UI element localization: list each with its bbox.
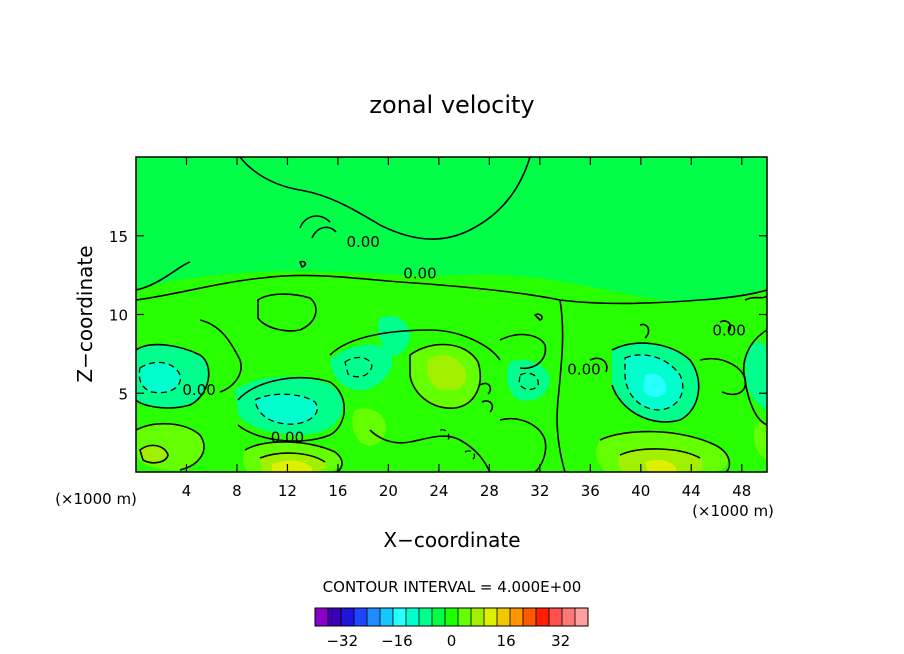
contour-fill-region <box>330 344 393 391</box>
contour-line <box>556 299 566 472</box>
contour-fill-region <box>140 445 168 463</box>
contour-line <box>479 333 547 413</box>
contour-line-negative <box>138 361 181 394</box>
colorbar-swatch <box>341 608 355 626</box>
x-tick-label: 4 <box>182 482 192 500</box>
colorbar-swatch <box>575 608 589 626</box>
colorbar-swatch <box>354 608 368 626</box>
contour-line <box>639 320 732 339</box>
contour-line <box>136 319 242 409</box>
contour-line <box>299 215 337 239</box>
contour-line-negative <box>344 356 373 378</box>
x-tick-label: 12 <box>278 482 297 500</box>
contour-label: 0.00 <box>346 233 379 251</box>
x-tick-label: 40 <box>631 482 650 500</box>
colorbar-swatch <box>380 608 394 626</box>
colorbar-swatch <box>367 608 381 626</box>
contour-fill-region <box>377 316 410 356</box>
contour-line <box>589 342 700 423</box>
contour-line-negative <box>624 354 684 411</box>
contour-line <box>237 376 345 442</box>
colorbar-swatch <box>510 608 524 626</box>
x-tick-label: 20 <box>379 482 398 500</box>
contour-label: 0.00 <box>567 361 600 379</box>
y-tick-label: 5 <box>118 385 128 403</box>
colorbar-tick-label: −32 <box>326 632 358 650</box>
colorbar-tick-label: 32 <box>551 632 570 650</box>
contour-label: 0.00 <box>271 428 304 446</box>
contour-line <box>743 295 767 426</box>
x-tick-label: 32 <box>530 482 549 500</box>
colorbar-swatch <box>445 608 459 626</box>
contour-fill-region <box>645 460 676 472</box>
contour-fill-region <box>754 422 767 460</box>
contour-label: 0.00 <box>712 321 745 339</box>
contour-line <box>329 329 501 409</box>
contour-label: 0.00 <box>182 381 215 399</box>
y-axis-label: Z−coordinate <box>73 245 97 382</box>
contour-line <box>136 422 205 471</box>
contour-line-negative <box>254 393 318 425</box>
contour-line <box>298 260 543 321</box>
x-unit-label-right: (×1000 m) <box>692 502 774 520</box>
colorbar-swatch <box>562 608 576 626</box>
colorbar-swatch <box>419 608 433 626</box>
contour-fill-region <box>272 460 312 472</box>
colorbar-swatch <box>536 608 550 626</box>
chart-title: zonal velocity <box>369 91 534 119</box>
contour-line-negative <box>439 429 476 461</box>
x-unit-label-left: (×1000 m) <box>55 490 137 508</box>
colorbar-frame <box>314 607 589 627</box>
contour-fill-region <box>427 355 467 391</box>
colorbar-swatch <box>458 608 472 626</box>
colorbar-swatch <box>549 608 563 626</box>
contour-line-negative <box>518 372 539 391</box>
x-tick-label: 36 <box>581 482 600 500</box>
colorbar <box>314 607 589 627</box>
contour-label: 0.00 <box>403 265 436 283</box>
contour-line <box>239 157 531 240</box>
contour-line <box>244 441 343 472</box>
contour-fill-region <box>139 362 181 393</box>
y-tick-label: 10 <box>109 307 128 325</box>
x-tick-label: 44 <box>682 482 701 500</box>
contour-fill-region <box>507 360 550 401</box>
x-tick-label: 28 <box>480 482 499 500</box>
colorbar-swatch <box>432 608 446 626</box>
x-axis-label: X−coordinate <box>383 528 520 552</box>
colorbar-tick-label: −16 <box>381 632 413 650</box>
contour-line <box>136 261 767 305</box>
colorbar-swatch <box>393 608 407 626</box>
colorbar-swatch <box>315 608 329 626</box>
x-tick-label: 24 <box>429 482 448 500</box>
x-tick-label: 8 <box>232 482 242 500</box>
colorbar-swatch <box>328 608 342 626</box>
colorbar-swatch <box>497 608 511 626</box>
colorbar-swatch <box>523 608 537 626</box>
contour-fill-region <box>255 394 318 425</box>
colorbar-tick-label: 0 <box>447 632 457 650</box>
contour-line <box>599 430 731 472</box>
plot-area: 0.00 0.00 0.00 0.00 0.00 0.00 <box>136 157 767 472</box>
y-tick-label: 15 <box>109 228 128 246</box>
colorbar-swatch <box>484 608 498 626</box>
contour-line <box>369 429 491 472</box>
x-tick-label: 16 <box>328 482 347 500</box>
colorbar-tick-label: 16 <box>497 632 516 650</box>
colorbar-swatch <box>406 608 420 626</box>
x-tick-label: 48 <box>732 482 751 500</box>
contour-fill-region <box>643 373 667 398</box>
contour-line <box>257 293 317 332</box>
colorbar-swatch <box>471 608 485 626</box>
contour-interval-text: CONTOUR INTERVAL = 4.000E+00 <box>323 578 582 596</box>
